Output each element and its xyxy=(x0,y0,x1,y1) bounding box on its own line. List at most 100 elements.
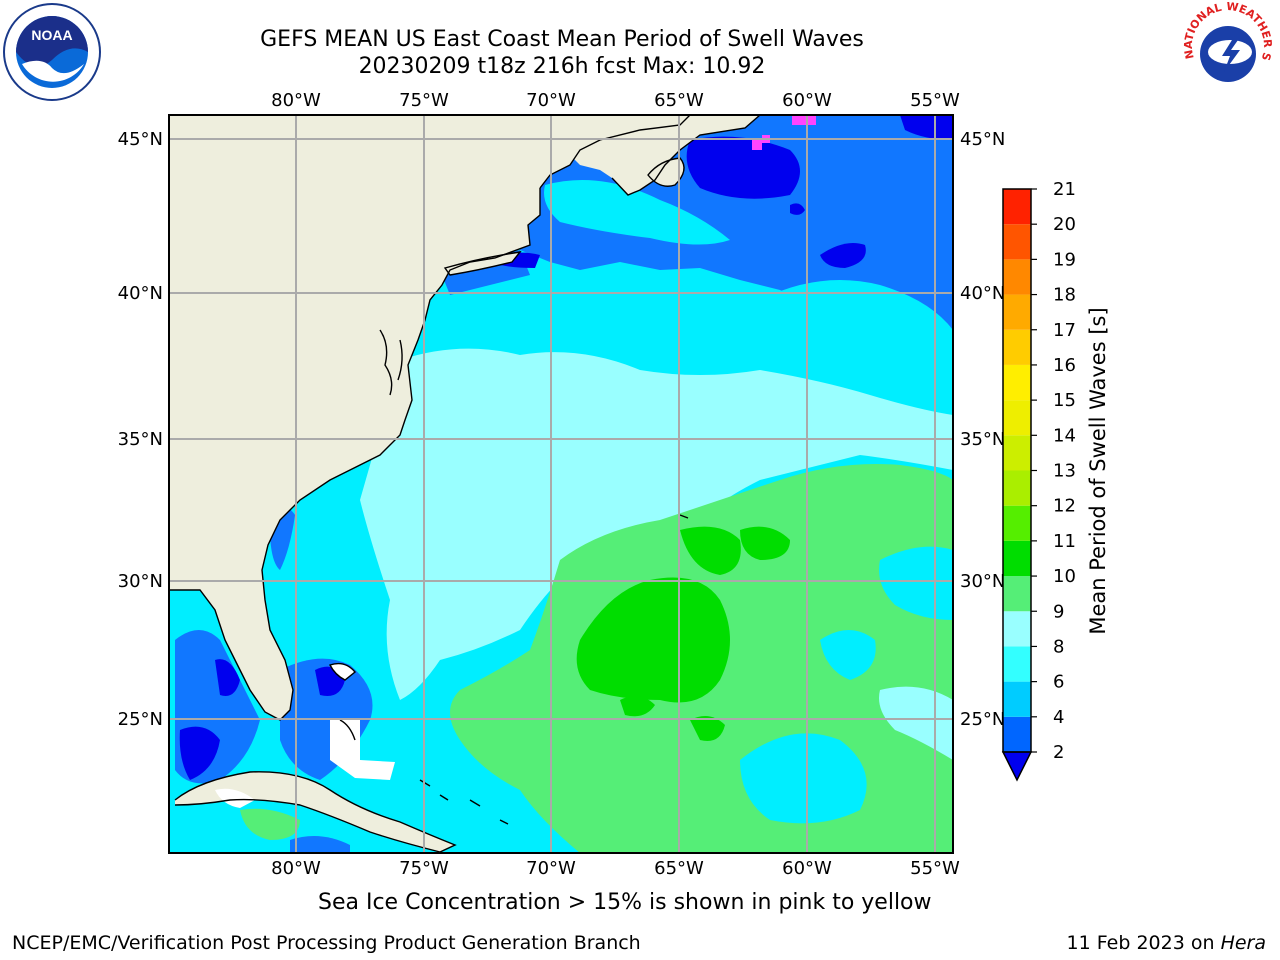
swell-period-region xyxy=(620,696,655,717)
colorbar: 2 4 6 8 9 10 11 12 13 14 15 16 17 18 19 20 21 xyxy=(1001,179,1076,782)
lon-label-bottom: 75°W xyxy=(399,858,449,879)
swell-period-region xyxy=(544,180,730,245)
lat-label-right: 40°N xyxy=(960,283,1005,304)
swell-period-region xyxy=(740,733,867,824)
swell-period-region xyxy=(900,115,953,140)
colorbar-segment xyxy=(1003,400,1031,436)
lon-label-bottom: 70°W xyxy=(526,858,576,879)
swell-period-region xyxy=(169,796,430,853)
lat-label-right: 25°N xyxy=(960,709,1005,730)
noaa-logo: NOAA xyxy=(3,3,101,101)
lon-label-top: 55°W xyxy=(910,90,960,111)
colorbar-tick-label: 18 xyxy=(1053,285,1076,306)
swell-period-region xyxy=(179,726,220,780)
land-region xyxy=(330,663,355,680)
swell-period-region xyxy=(760,280,953,350)
colorbar-tick-label: 12 xyxy=(1053,496,1076,517)
colorbar-tick-label: 8 xyxy=(1053,636,1064,657)
colorbar-tick-label: 13 xyxy=(1053,461,1076,482)
colorbar-segment xyxy=(1003,329,1031,365)
coastline xyxy=(169,115,761,853)
colorbar-segment xyxy=(1003,646,1031,682)
colorbar-tick-label: 21 xyxy=(1053,179,1076,200)
lon-label-bottom: 60°W xyxy=(782,858,832,879)
colorbar-tick-label: 2 xyxy=(1053,742,1064,763)
lat-label-left: 30°N xyxy=(118,571,163,592)
lon-label-top: 70°W xyxy=(526,90,576,111)
date-line: 11 Feb 2023 on Hera xyxy=(1067,932,1266,954)
sea-ice-patch xyxy=(752,140,762,150)
credit-line: NCEP/EMC/Verification Post Processing Pr… xyxy=(12,932,641,954)
colorbar-tick-label: 16 xyxy=(1053,355,1076,376)
colorbar-segment xyxy=(1003,540,1031,577)
colorbar-segment xyxy=(1003,681,1031,717)
land-region xyxy=(175,771,455,852)
date-text: 11 Feb 2023 on xyxy=(1066,932,1215,954)
colorbar-segment xyxy=(1003,294,1031,330)
colorbar-tick-label: 19 xyxy=(1053,249,1076,270)
colorbar-segment xyxy=(1003,505,1031,541)
swell-period-region xyxy=(240,808,300,840)
colorbar-tick-label: 20 xyxy=(1053,214,1076,235)
lat-label-left: 45°N xyxy=(118,129,163,150)
colorbar-under-arrow xyxy=(1001,751,1033,782)
lon-label-top: 75°W xyxy=(399,90,449,111)
colorbar-segment xyxy=(1003,576,1031,612)
noaa-logo-text: NOAA xyxy=(31,27,72,43)
colorbar-segment xyxy=(1003,364,1031,401)
colorbar-tick-label: 17 xyxy=(1053,320,1076,341)
colorbar-segment xyxy=(1003,224,1031,260)
map-frame xyxy=(168,114,954,854)
lat-label-left: 40°N xyxy=(118,283,163,304)
swell-period-region xyxy=(680,526,741,575)
colorbar-segment xyxy=(1003,189,1031,225)
land-region xyxy=(330,720,395,780)
sea-ice-patch xyxy=(792,116,816,125)
land-region xyxy=(215,788,255,808)
land-region xyxy=(445,252,520,275)
map-panel xyxy=(169,115,953,853)
swell-period-region xyxy=(215,659,240,696)
colorbar-label: Mean Period of Swell Waves [s] xyxy=(1086,307,1110,634)
lon-label-bottom: 65°W xyxy=(654,858,704,879)
swell-period-region xyxy=(820,630,876,680)
colorbar-tick-label: 4 xyxy=(1053,707,1064,728)
lat-label-right: 30°N xyxy=(960,571,1005,592)
land-region xyxy=(560,115,760,195)
swell-period-region xyxy=(686,136,800,199)
sea-ice-note: Sea Ice Concentration > 15% is shown in … xyxy=(318,890,932,915)
land-region xyxy=(648,158,684,187)
colorbar-segment xyxy=(1003,611,1031,647)
lat-label-left: 25°N xyxy=(118,709,163,730)
lat-label-right: 45°N xyxy=(960,129,1005,150)
swell-period-region xyxy=(290,836,350,853)
nws-logo: NATIONAL WEATHER SERVICE xyxy=(1178,2,1276,100)
colorbar-tick-label: 10 xyxy=(1053,566,1076,587)
swell-period-region xyxy=(820,242,866,268)
graticule xyxy=(169,115,953,853)
machine-name: Hera xyxy=(1220,932,1266,954)
chart-title: GEFS MEAN US East Coast Mean Period of S… xyxy=(260,27,864,52)
colorbar-tick-label: 6 xyxy=(1053,672,1064,693)
colorbar-segment xyxy=(1003,435,1031,471)
land xyxy=(169,115,760,852)
lon-label-top: 65°W xyxy=(654,90,704,111)
swell-period-region xyxy=(576,577,730,703)
colorbar-tick-label: 15 xyxy=(1053,390,1076,411)
lon-label-top: 80°W xyxy=(271,90,321,111)
lat-label-left: 35°N xyxy=(118,429,163,450)
colorbar-tick-label: 11 xyxy=(1053,531,1076,552)
colorbar-segment xyxy=(1003,259,1031,295)
swell-period-region xyxy=(740,526,790,560)
lat-label-right: 35°N xyxy=(960,429,1005,450)
lon-label-bottom: 55°W xyxy=(910,858,960,879)
swell-period-region xyxy=(790,203,805,215)
colorbar-segment xyxy=(1003,716,1031,752)
colorbar-tick-label: 14 xyxy=(1053,425,1076,446)
colorbar-segment xyxy=(1003,470,1031,506)
colorbar-tick-label: 9 xyxy=(1053,601,1064,622)
lon-label-bottom: 80°W xyxy=(271,858,321,879)
chart-subtitle: 20230209 t18z 216h fcst Max: 10.92 xyxy=(358,54,766,79)
swell-period-region xyxy=(690,716,725,741)
